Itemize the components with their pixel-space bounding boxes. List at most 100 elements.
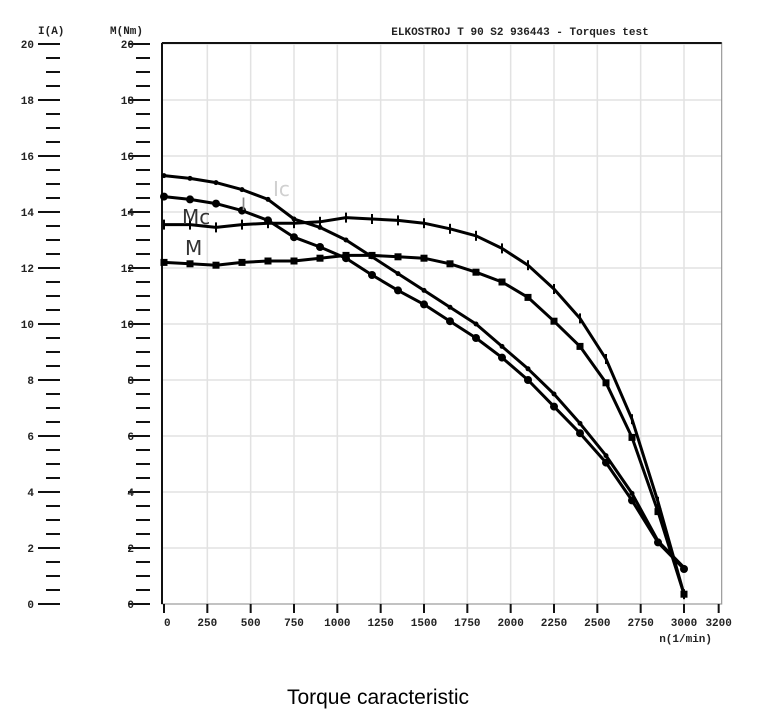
data-point-i (316, 243, 324, 251)
x-tick-label: 0 (164, 618, 171, 630)
data-point-m (602, 379, 610, 387)
current-axis-tick-label: 14 (21, 208, 35, 220)
axes: 0 250 500 750 1000 1250 1500 1750 2000 2250 2500 27… (21, 40, 732, 630)
x-tick-label: 1250 (367, 618, 393, 630)
torque-chart: 0 250 500 750 1000 1250 1500 1750 2000 2250 2500 27… (21, 26, 732, 646)
x-tick-label: 2000 (497, 618, 523, 630)
x-tick-label: 3200 (705, 618, 731, 630)
torque-axis-tick-label: 6 (127, 432, 134, 444)
torque-axis-tick-label: 8 (127, 376, 134, 388)
torque-axis-tick-label: 20 (121, 40, 134, 52)
data-point-m (316, 254, 324, 262)
x-tick-label: 750 (284, 618, 304, 630)
data-point-i (238, 206, 246, 215)
data-point-m (264, 257, 272, 265)
chart-title: ELKOSTROJ T 90 S2 936443 - Torques test (391, 27, 648, 39)
current-axis-tick-label: 12 (21, 264, 34, 276)
data-point-m (420, 254, 428, 262)
current-axis-tick-label: 4 (27, 488, 34, 500)
data-point-i (524, 376, 532, 384)
data-point-ic (395, 271, 401, 277)
current-axis-label: I(A) (38, 26, 64, 38)
data-point-m (446, 260, 454, 268)
torque-axis-tick-label: 16 (121, 152, 134, 164)
data-point-ic (161, 173, 167, 179)
x-tick-label: 1000 (324, 618, 350, 630)
data-point-m (472, 268, 480, 276)
x-tick-label: 2500 (584, 618, 610, 630)
current-axis-tick-label: 0 (27, 600, 34, 612)
data-point-ic (421, 287, 427, 293)
series-label-mc: Mc (182, 205, 210, 229)
torque-axis-label: M(Nm) (110, 26, 143, 38)
data-point-m (290, 257, 298, 265)
current-axis-tick-label: 20 (21, 40, 34, 52)
x-tick-label: 250 (197, 618, 217, 630)
data-point-ic (343, 237, 349, 243)
data-point-m (550, 317, 558, 325)
data-point-i (160, 192, 168, 201)
x-tick-label: 3000 (671, 618, 697, 630)
data-point-i (576, 429, 584, 438)
data-point-ic (213, 180, 219, 186)
data-point-m (524, 293, 532, 301)
torque-axis-tick-label: 14 (121, 208, 135, 220)
data-point-i (212, 199, 220, 208)
data-point-ic (239, 187, 245, 193)
series-group (160, 173, 688, 600)
data-point-m (238, 258, 246, 266)
data-point-m (654, 508, 662, 516)
data-point-m (394, 253, 402, 261)
data-point-ic (525, 366, 531, 372)
x-tick-label: 2250 (541, 618, 567, 630)
data-point-ic (629, 490, 635, 496)
torque-axis-tick-label: 12 (121, 264, 134, 276)
series-label-i: I (241, 195, 246, 215)
data-point-i (602, 458, 610, 467)
data-point-i (472, 334, 480, 342)
data-point-ic (603, 453, 609, 459)
data-point-ic (317, 224, 323, 230)
x-tick-label: 2750 (627, 618, 653, 630)
data-point-m (368, 251, 376, 259)
data-point-m (342, 251, 350, 259)
x-tick-label: 500 (241, 618, 261, 630)
data-point-i (498, 353, 506, 362)
data-point-ic (473, 321, 479, 327)
x-axis-label: n(1/min) (659, 634, 712, 646)
data-point-ic (187, 175, 193, 181)
torque-axis-tick-label: 2 (127, 544, 134, 556)
data-point-i (654, 538, 662, 547)
chart-caption: Torque caracteristic (286, 686, 470, 709)
current-axis-tick-label: 10 (21, 320, 34, 332)
data-point-ic (265, 196, 271, 202)
x-tick-label: 1500 (411, 618, 437, 630)
torque-axis-tick-label: 4 (127, 488, 134, 500)
data-point-i (186, 195, 194, 204)
data-point-i (680, 565, 688, 573)
grid (162, 43, 722, 604)
current-axis-tick-label: 2 (27, 544, 34, 556)
data-point-i (628, 496, 636, 505)
torque-axis-tick-label: 10 (121, 320, 134, 332)
data-point-ic (447, 304, 453, 310)
torque-axis-tick-label: 0 (127, 600, 134, 612)
data-point-m (186, 260, 194, 268)
torque-axis-tick-label: 18 (121, 96, 135, 108)
data-point-ic (577, 420, 583, 426)
data-point-m (576, 342, 584, 350)
series-label-m: M (185, 236, 202, 260)
data-point-i (368, 271, 376, 279)
data-point-m (212, 261, 220, 269)
data-point-m (498, 278, 506, 286)
data-point-m (680, 590, 688, 598)
data-point-i (446, 317, 454, 326)
data-point-i (290, 233, 298, 242)
x-tick-label: 1750 (454, 618, 480, 630)
current-axis-tick-label: 18 (21, 96, 35, 108)
data-point-m (160, 258, 168, 266)
data-point-ic (551, 391, 557, 397)
current-axis-tick-label: 16 (21, 152, 34, 164)
series-label-ic: Ic (273, 177, 290, 201)
